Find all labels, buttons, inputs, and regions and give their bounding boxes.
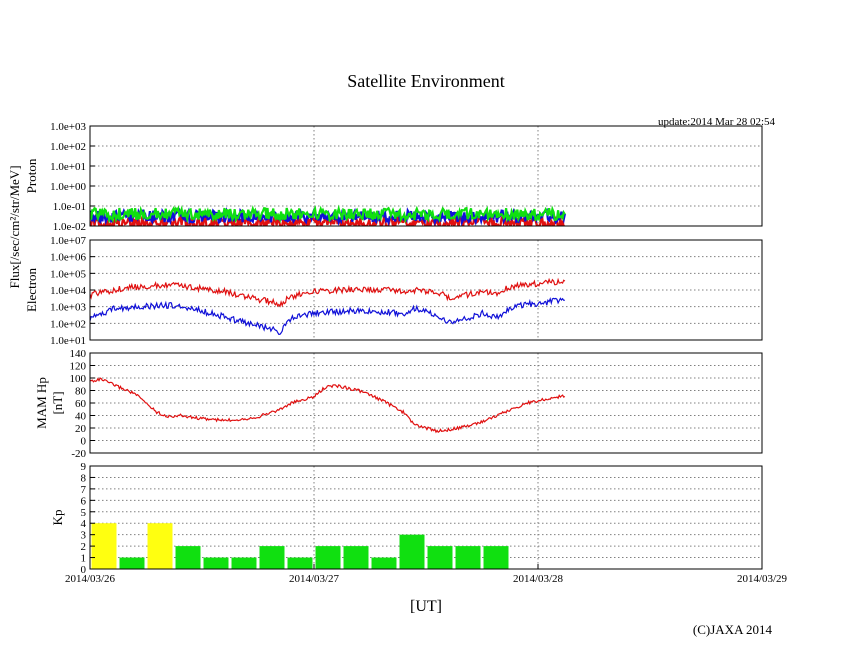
kp-bar <box>399 534 425 569</box>
y-tick-label: 80 <box>75 386 87 398</box>
kp-bar <box>427 546 453 569</box>
update-timestamp: update:2014 Mar 28 02:54 <box>658 116 776 128</box>
y-tick-label: 1.0e+01 <box>50 335 86 347</box>
panel-label-proton: Proton <box>24 158 39 193</box>
y-tick-label: 120 <box>70 361 87 373</box>
series-proton-green <box>90 204 566 224</box>
kp-bar <box>315 546 341 569</box>
panel-frame-mam <box>89 352 763 454</box>
y-tick-label: 4 <box>81 518 87 530</box>
y-tick-label: 0 <box>81 436 87 448</box>
x-tick-label: 2014/03/28 <box>513 573 564 585</box>
y-tick-label: 100 <box>70 373 87 385</box>
y-tick-label: 3 <box>81 530 87 542</box>
y-tick-label: 1.0e+02 <box>50 141 86 153</box>
copyright: (C)JAXA 2014 <box>693 622 773 637</box>
kp-bar <box>231 557 257 569</box>
y-tick-label: 1.0e+06 <box>50 252 86 264</box>
y-tick-label: 5 <box>81 507 87 519</box>
flux-axis-label: Flux[/sec/cm²/str/MeV] <box>7 165 22 288</box>
kp-bar <box>343 546 369 569</box>
y-tick-label: 7 <box>81 484 87 496</box>
kp-bar <box>175 546 201 569</box>
series-hp <box>90 377 566 434</box>
y-tick-label: 1.0e-02 <box>53 221 86 233</box>
panel-label-mam: MAM Hp <box>34 377 49 429</box>
y-tick-label: -20 <box>71 448 86 460</box>
y-tick-label: 9 <box>81 461 87 473</box>
y-tick-label: 1.0e-01 <box>53 201 86 213</box>
panel-frame-kp <box>89 465 763 570</box>
y-tick-label: 1.0e+03 <box>50 302 86 314</box>
y-tick-label: 6 <box>81 495 87 507</box>
y-tick-label: 1.0e+02 <box>50 318 86 330</box>
y-tick-label: 2 <box>81 541 87 553</box>
y-tick-label: 1 <box>81 553 87 565</box>
panel-frame-electron <box>89 239 763 341</box>
y-tick-label: 60 <box>75 398 87 410</box>
kp-bar <box>259 546 285 569</box>
y-tick-label: 140 <box>70 348 87 360</box>
y-tick-label: 1.0e+04 <box>50 285 86 297</box>
y-tick-label: 1.0e+05 <box>50 268 86 280</box>
x-tick-label: 2014/03/29 <box>737 573 788 585</box>
y-tick-label: 8 <box>81 472 87 484</box>
x-axis-label: [UT] <box>410 598 442 615</box>
panel-label-electron: Electron <box>24 267 39 312</box>
y-tick-label: 0 <box>81 564 87 576</box>
kp-bar <box>91 523 117 569</box>
y-tick-label: 20 <box>75 423 87 435</box>
kp-bar <box>371 557 397 569</box>
series-electron-high <box>90 277 566 308</box>
y-tick-label: 1.0e+07 <box>50 235 86 247</box>
series-electron-low <box>90 297 565 336</box>
panel-frame-proton <box>89 125 763 227</box>
panel-label-kp: Kp <box>50 510 65 526</box>
chart-title: Satellite Environment <box>347 71 504 91</box>
y-tick-label: 40 <box>75 411 87 423</box>
x-tick-label: 2014/03/27 <box>289 573 340 585</box>
x-tick-label: 2014/03/26 <box>65 573 116 585</box>
kp-bar <box>287 557 313 569</box>
kp-bar <box>455 546 481 569</box>
kp-bar <box>203 557 229 569</box>
y-tick-label: 1.0e+01 <box>50 161 86 173</box>
panel-unit-mam: [nT] <box>50 391 65 414</box>
kp-bar <box>119 557 145 569</box>
y-tick-label: 1.0e+03 <box>50 121 86 133</box>
y-tick-label: 1.0e+00 <box>50 181 86 193</box>
kp-bar <box>483 546 509 569</box>
kp-bar <box>147 523 173 569</box>
